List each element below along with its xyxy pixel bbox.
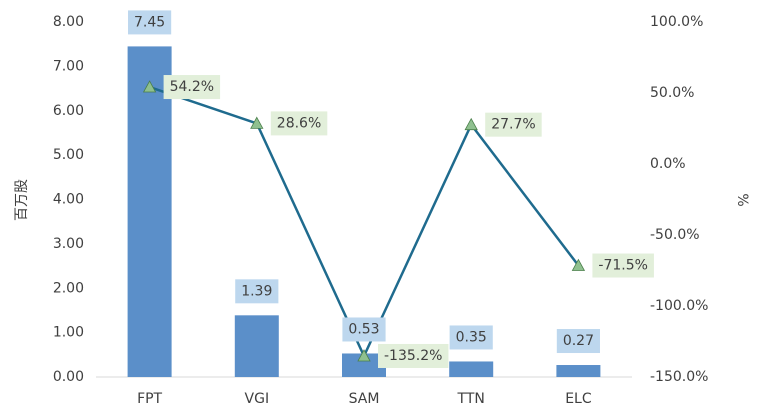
line-value-label: 54.2% [170, 79, 214, 95]
y-tick-label: 6.00 [53, 103, 84, 119]
y-axis-label: 百万股 [14, 179, 30, 221]
x-tick-label: SAM [349, 391, 380, 407]
x-tick-label: FPT [137, 391, 162, 407]
bar [449, 361, 494, 377]
bar [234, 315, 279, 377]
y-tick-label: 4.00 [53, 192, 84, 208]
marker [142, 80, 157, 93]
line-value-label: -135.2% [384, 348, 442, 364]
y-tick-label: 0.00 [53, 369, 84, 385]
bar-value-label-bg [128, 10, 172, 35]
bar-value-label-bg [235, 279, 279, 304]
line-value-label: 28.6% [277, 115, 321, 131]
y2-tick-label: 100.0% [650, 14, 703, 30]
y-tick-label: 2.00 [53, 280, 84, 296]
bar-value-label: 0.27 [563, 333, 594, 349]
bar-value-label-bg [342, 317, 386, 342]
line-value-label-bg [592, 253, 654, 278]
y-tick-label: 5.00 [53, 147, 84, 163]
x-tick-label: ELC [565, 391, 592, 407]
bar-value-label: 7.45 [134, 14, 165, 30]
x-tick-label: VGI [245, 391, 270, 407]
bar [556, 365, 601, 377]
bar-value-label: 0.53 [348, 321, 379, 337]
line-value-label-bg [485, 112, 542, 137]
line-value-label: -71.5% [598, 258, 648, 274]
y2-tick-label: 50.0% [650, 85, 694, 101]
marker [357, 349, 371, 362]
bar-value-label: 1.39 [241, 283, 272, 299]
y-tick-label: 3.00 [53, 236, 84, 252]
bar [127, 46, 172, 377]
y2-tick-label: -150.0% [650, 369, 708, 385]
line-value-label-bg [163, 75, 221, 100]
y-tick-label: 1.00 [53, 325, 84, 341]
line-value-label-bg [270, 111, 328, 136]
line-value-label: 27.7% [491, 117, 535, 133]
y-tick-label: 7.00 [53, 58, 84, 74]
y2-tick-label: -100.0% [650, 298, 708, 314]
bar-value-label-bg [556, 329, 600, 354]
marker [571, 258, 586, 271]
y2-tick-label: -50.0% [650, 227, 700, 243]
bar [342, 353, 386, 377]
bar-value-label: 0.35 [456, 329, 487, 345]
x-tick-label: TTN [457, 391, 485, 407]
marker [250, 116, 264, 129]
line-value-label-bg [378, 343, 449, 368]
y2-axis-label: % [734, 193, 750, 206]
y-tick-label: 8.00 [53, 14, 84, 30]
y2-tick-label: 0.0% [650, 156, 686, 172]
bar-value-label-bg [449, 325, 493, 350]
marker [464, 117, 478, 131]
